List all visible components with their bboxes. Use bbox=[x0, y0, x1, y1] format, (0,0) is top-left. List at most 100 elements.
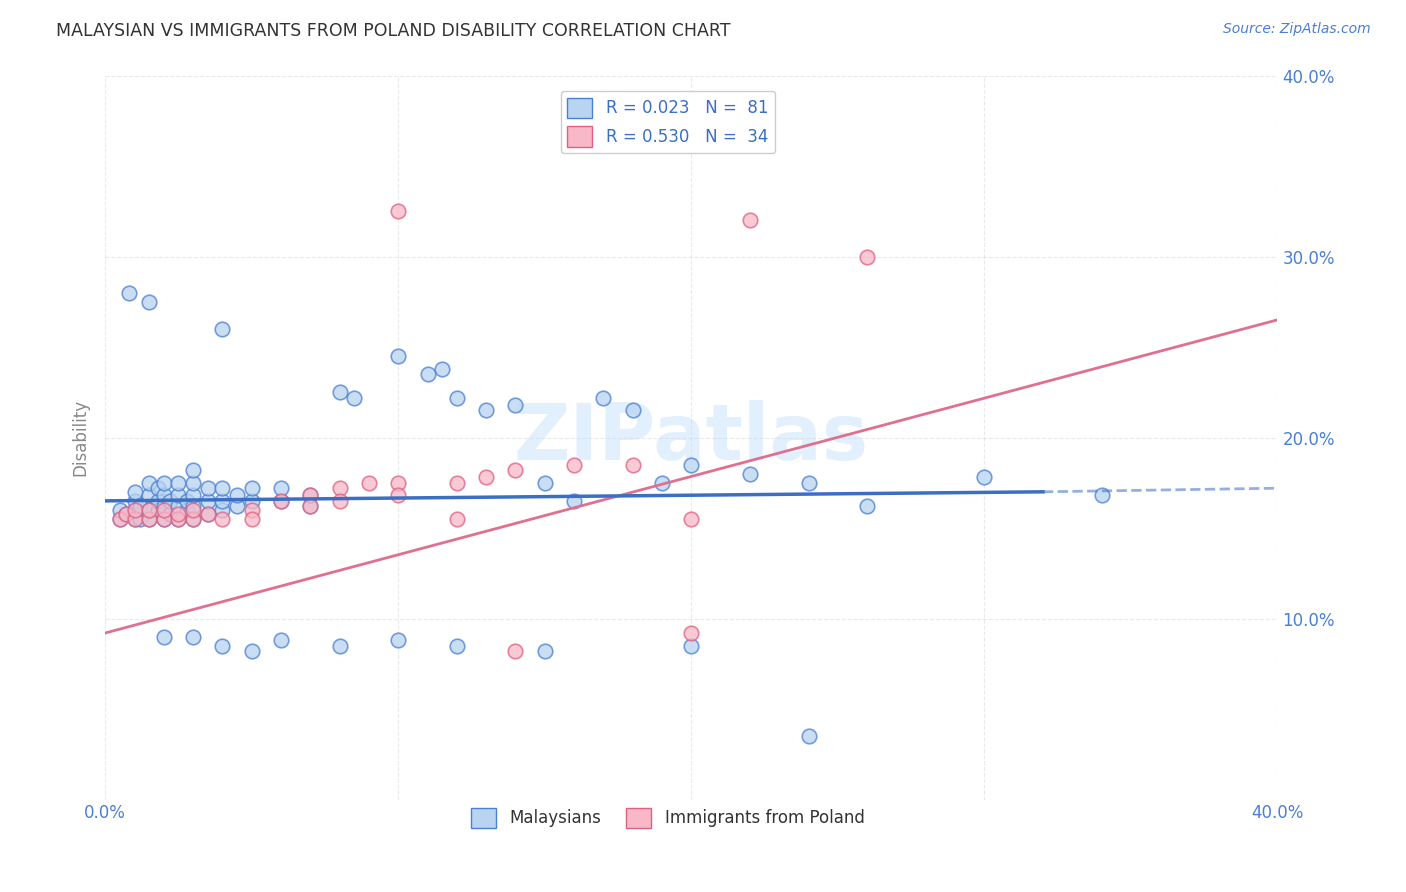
Point bbox=[240, 503, 263, 517]
Point bbox=[797, 729, 820, 743]
Point bbox=[211, 481, 233, 495]
Point bbox=[146, 481, 169, 495]
Point bbox=[299, 500, 322, 514]
Point bbox=[270, 494, 292, 508]
Point bbox=[681, 512, 703, 526]
Point bbox=[167, 500, 190, 514]
Point bbox=[973, 470, 995, 484]
Point bbox=[738, 467, 761, 481]
Point bbox=[146, 494, 169, 508]
Point bbox=[1090, 488, 1112, 502]
Point bbox=[240, 494, 263, 508]
Point bbox=[329, 639, 352, 653]
Point bbox=[387, 204, 409, 219]
Point bbox=[651, 475, 673, 490]
Point bbox=[138, 488, 160, 502]
Point bbox=[533, 475, 555, 490]
Point bbox=[108, 512, 131, 526]
Point bbox=[329, 385, 352, 400]
Point bbox=[432, 361, 454, 376]
Point bbox=[197, 481, 219, 495]
Point bbox=[167, 512, 190, 526]
Point bbox=[681, 458, 703, 472]
Point bbox=[533, 644, 555, 658]
Point bbox=[129, 512, 152, 526]
Point bbox=[475, 470, 498, 484]
Point bbox=[197, 507, 219, 521]
Point bbox=[211, 322, 233, 336]
Point bbox=[108, 503, 131, 517]
Point bbox=[797, 475, 820, 490]
Point bbox=[181, 463, 204, 477]
Point bbox=[138, 512, 160, 526]
Point bbox=[108, 512, 131, 526]
Point bbox=[153, 630, 176, 644]
Point bbox=[856, 500, 879, 514]
Point bbox=[211, 512, 233, 526]
Point bbox=[138, 503, 160, 517]
Point bbox=[153, 500, 176, 514]
Point bbox=[153, 475, 176, 490]
Point bbox=[621, 403, 644, 417]
Point bbox=[153, 512, 176, 526]
Text: Source: ZipAtlas.com: Source: ZipAtlas.com bbox=[1223, 22, 1371, 37]
Point bbox=[329, 481, 352, 495]
Point bbox=[138, 475, 160, 490]
Point bbox=[181, 475, 204, 490]
Point bbox=[138, 512, 160, 526]
Point bbox=[181, 500, 204, 514]
Point bbox=[153, 488, 176, 502]
Point bbox=[738, 213, 761, 227]
Point bbox=[446, 639, 468, 653]
Point bbox=[270, 481, 292, 495]
Point bbox=[167, 512, 190, 526]
Point bbox=[181, 512, 204, 526]
Text: ZIPatlas: ZIPatlas bbox=[513, 400, 869, 475]
Point bbox=[387, 349, 409, 363]
Point bbox=[621, 458, 644, 472]
Point bbox=[138, 503, 160, 517]
Point bbox=[114, 507, 136, 521]
Point bbox=[159, 507, 181, 521]
Point bbox=[343, 391, 366, 405]
Point bbox=[138, 294, 160, 309]
Point bbox=[167, 475, 190, 490]
Point bbox=[181, 630, 204, 644]
Point bbox=[118, 285, 141, 300]
Point bbox=[329, 494, 352, 508]
Point bbox=[211, 639, 233, 653]
Point bbox=[226, 488, 249, 502]
Point bbox=[505, 398, 527, 412]
Point bbox=[357, 475, 380, 490]
Point bbox=[299, 488, 322, 502]
Point bbox=[446, 475, 468, 490]
Point bbox=[167, 507, 190, 521]
Point bbox=[211, 503, 233, 517]
Point bbox=[181, 503, 204, 517]
Point bbox=[159, 494, 181, 508]
Point bbox=[505, 644, 527, 658]
Point bbox=[856, 250, 879, 264]
Point bbox=[211, 494, 233, 508]
Point bbox=[592, 391, 614, 405]
Point bbox=[167, 488, 190, 502]
Point bbox=[176, 494, 198, 508]
Point bbox=[562, 494, 585, 508]
Point bbox=[681, 639, 703, 653]
Point bbox=[270, 494, 292, 508]
Point bbox=[146, 503, 169, 517]
Text: MALAYSIAN VS IMMIGRANTS FROM POLAND DISABILITY CORRELATION CHART: MALAYSIAN VS IMMIGRANTS FROM POLAND DISA… bbox=[56, 22, 731, 40]
Point bbox=[124, 494, 146, 508]
Point bbox=[416, 367, 439, 381]
Point bbox=[446, 512, 468, 526]
Point bbox=[299, 500, 322, 514]
Point bbox=[124, 503, 146, 517]
Point bbox=[153, 503, 176, 517]
Point bbox=[197, 507, 219, 521]
Point bbox=[270, 633, 292, 648]
Point bbox=[240, 644, 263, 658]
Legend: Malaysians, Immigrants from Poland: Malaysians, Immigrants from Poland bbox=[464, 801, 872, 835]
Point bbox=[181, 512, 204, 526]
Point bbox=[176, 503, 198, 517]
Point bbox=[124, 484, 146, 499]
